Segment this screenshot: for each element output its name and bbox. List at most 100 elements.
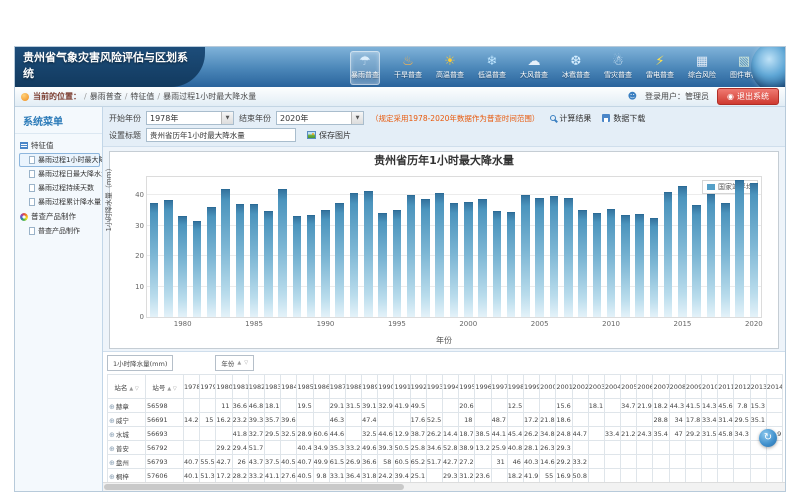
col-year-1997[interactable]: 1997	[490, 374, 508, 399]
col-year-1985[interactable]: 1985	[296, 374, 314, 399]
col-year-1981[interactable]: 1981	[231, 374, 249, 399]
expand-row-icon[interactable]: ⊕	[109, 444, 115, 453]
col-year-1983[interactable]: 1983	[263, 374, 282, 399]
bar-1986	[264, 211, 273, 317]
expand-row-icon[interactable]: ⊕	[109, 458, 115, 467]
col-year-2014[interactable]: 2014	[765, 374, 783, 399]
value-cell: 48.7	[490, 412, 508, 427]
bar-1998	[435, 192, 444, 317]
nav-item-hail[interactable]: ❆ 冰雹普查	[562, 51, 590, 85]
col-year-2011[interactable]: 2011	[717, 374, 735, 399]
expand-row-icon[interactable]: ⊕	[109, 430, 115, 439]
col-year-2004[interactable]: 2004	[603, 374, 622, 399]
col-year-1986[interactable]: 1986	[312, 374, 330, 399]
value-cell	[425, 398, 444, 413]
col-year-2006[interactable]: 2006	[636, 374, 654, 399]
tree-group-特征值[interactable]: 特征值	[19, 138, 100, 153]
breadcrumb-item[interactable]: 特征值	[130, 92, 155, 101]
col-year-1996[interactable]: 1996	[474, 374, 492, 399]
value-cell	[620, 412, 638, 427]
logout-button[interactable]: ◉ 退出系统	[717, 88, 779, 105]
nav-item-high-temp[interactable]: ☀ 高温普查	[436, 51, 464, 85]
refresh-float-button[interactable]: ↻	[759, 429, 777, 447]
chevron-down-icon[interactable]: ▼	[221, 112, 233, 124]
value-cell: 36.4	[344, 468, 363, 483]
col-year-1978[interactable]: 1978	[182, 374, 201, 399]
image-icon	[307, 131, 316, 139]
col-year-1982[interactable]: 1982	[247, 374, 265, 399]
col-year-1989[interactable]: 1989	[361, 374, 379, 399]
col-year-2000[interactable]: 2000	[539, 374, 557, 399]
col-year-2002[interactable]: 2002	[571, 374, 589, 399]
bar-1983	[221, 189, 230, 317]
value-cell: 33.2	[344, 440, 363, 455]
calculate-button[interactable]: 计算结果	[550, 113, 591, 124]
col-year-1987[interactable]: 1987	[328, 374, 346, 399]
value-cell: 39.6	[280, 412, 298, 427]
nav-item-map-review[interactable]: ▧ 图件审核	[730, 51, 758, 85]
station-name-cell: ⊕普安	[107, 440, 146, 455]
horizontal-scrollbar[interactable]	[103, 482, 785, 491]
col-year-1979[interactable]: 1979	[199, 374, 217, 399]
nav-item-composite-risk[interactable]: ▦ 综合风险	[688, 51, 716, 85]
value-cell	[781, 454, 783, 469]
tree-item-暴雨过程持续天数[interactable]: 暴雨过程持续天数	[19, 181, 100, 195]
tree-group-普查产品制作[interactable]: 普查产品制作	[19, 209, 100, 224]
col-year-2003[interactable]: 2003	[587, 374, 605, 399]
col-year-1993[interactable]: 1993	[425, 374, 444, 399]
scrollbar-thumb[interactable]	[104, 484, 405, 490]
tree-group-label: 普查产品制作	[31, 212, 76, 221]
chevron-down-icon[interactable]: ▼	[351, 112, 363, 124]
tree-item-普查产品制作[interactable]: 普查产品制作	[19, 224, 100, 238]
measure-filter[interactable]: 1小时降水量(mm)	[107, 355, 174, 371]
sort-desc-icon[interactable]: ▽	[244, 360, 249, 366]
nav-item-gale[interactable]: ☁ 大风普查	[520, 51, 548, 85]
expand-row-icon[interactable]: ⊕	[109, 472, 115, 481]
nav-item-drought[interactable]: ♨ 干旱普查	[394, 51, 422, 85]
end-year-select[interactable]: 2020年 ▼	[276, 111, 364, 125]
value-cell	[182, 398, 201, 413]
col-year-1998[interactable]: 1998	[506, 374, 524, 399]
nav-item-low-temp[interactable]: ❄ 低温普查	[478, 51, 506, 85]
col-year-2010[interactable]: 2010	[700, 374, 719, 399]
save-image-button[interactable]: 保存图片	[307, 130, 351, 141]
nav-item-lightning[interactable]: ⚡ 雷电普查	[646, 51, 674, 85]
tree-item-暴雨过程日最大降水量[interactable]: 暴雨过程日最大降水量	[19, 167, 102, 181]
col-year-1992[interactable]: 1992	[409, 374, 427, 399]
nav-item-snow-disaster[interactable]: ☃ 雪灾普查	[604, 51, 632, 85]
breadcrumb-item[interactable]: 暴雨普查	[89, 92, 122, 101]
tree-item-暴雨过程累计降水量[interactable]: 暴雨过程累计降水量	[19, 195, 101, 209]
col-year-1991[interactable]: 1991	[393, 374, 411, 399]
value-cell	[636, 468, 654, 483]
download-button[interactable]: 数据下载	[602, 113, 645, 124]
col-year-2005[interactable]: 2005	[620, 374, 638, 399]
col-year-2013[interactable]: 2013	[749, 374, 767, 399]
pivot-year-filter[interactable]: 年份 ▲ ▽	[215, 355, 255, 371]
col-year-2001[interactable]: 2001	[555, 374, 573, 399]
value-cell: 38.7	[409, 426, 427, 441]
col-year-1988[interactable]: 1988	[344, 374, 363, 399]
col-year-2007[interactable]: 2007	[652, 374, 670, 399]
col-station-name[interactable]: 站名 ▲ ▽	[107, 374, 146, 399]
col-year-2012[interactable]: 2012	[733, 374, 751, 399]
start-year-select[interactable]: 1978年 ▼	[146, 111, 234, 125]
col-year-1984[interactable]: 1984	[280, 374, 298, 399]
chart-title-input[interactable]	[146, 128, 296, 142]
nav-item-rainstorm[interactable]: ☂ 暴雨普查	[350, 50, 380, 85]
sort-asc-icon[interactable]: ▲	[237, 360, 242, 366]
value-cell: 13.2	[474, 440, 492, 455]
col-year-2015[interactable]: 2015	[781, 374, 783, 399]
expand-row-icon[interactable]: ⊕	[109, 416, 115, 425]
tree-item-暴雨过程1小时最大降水量[interactable]: 暴雨过程1小时最大降水量	[19, 153, 102, 167]
col-year-2008[interactable]: 2008	[668, 374, 686, 399]
col-year-2009[interactable]: 2009	[684, 374, 703, 399]
col-year-1994[interactable]: 1994	[441, 374, 460, 399]
breadcrumb-item[interactable]: 暴雨过程1小时最大降水量	[163, 92, 257, 101]
col-year-1990[interactable]: 1990	[377, 374, 395, 399]
col-year-1980[interactable]: 1980	[215, 374, 233, 399]
value-cell: 29.5	[263, 426, 282, 441]
col-year-1995[interactable]: 1995	[458, 374, 476, 399]
col-year-1999[interactable]: 1999	[522, 374, 541, 399]
col-station-id[interactable]: 站号 ▲ ▽	[145, 374, 184, 399]
expand-row-icon[interactable]: ⊕	[109, 402, 115, 411]
